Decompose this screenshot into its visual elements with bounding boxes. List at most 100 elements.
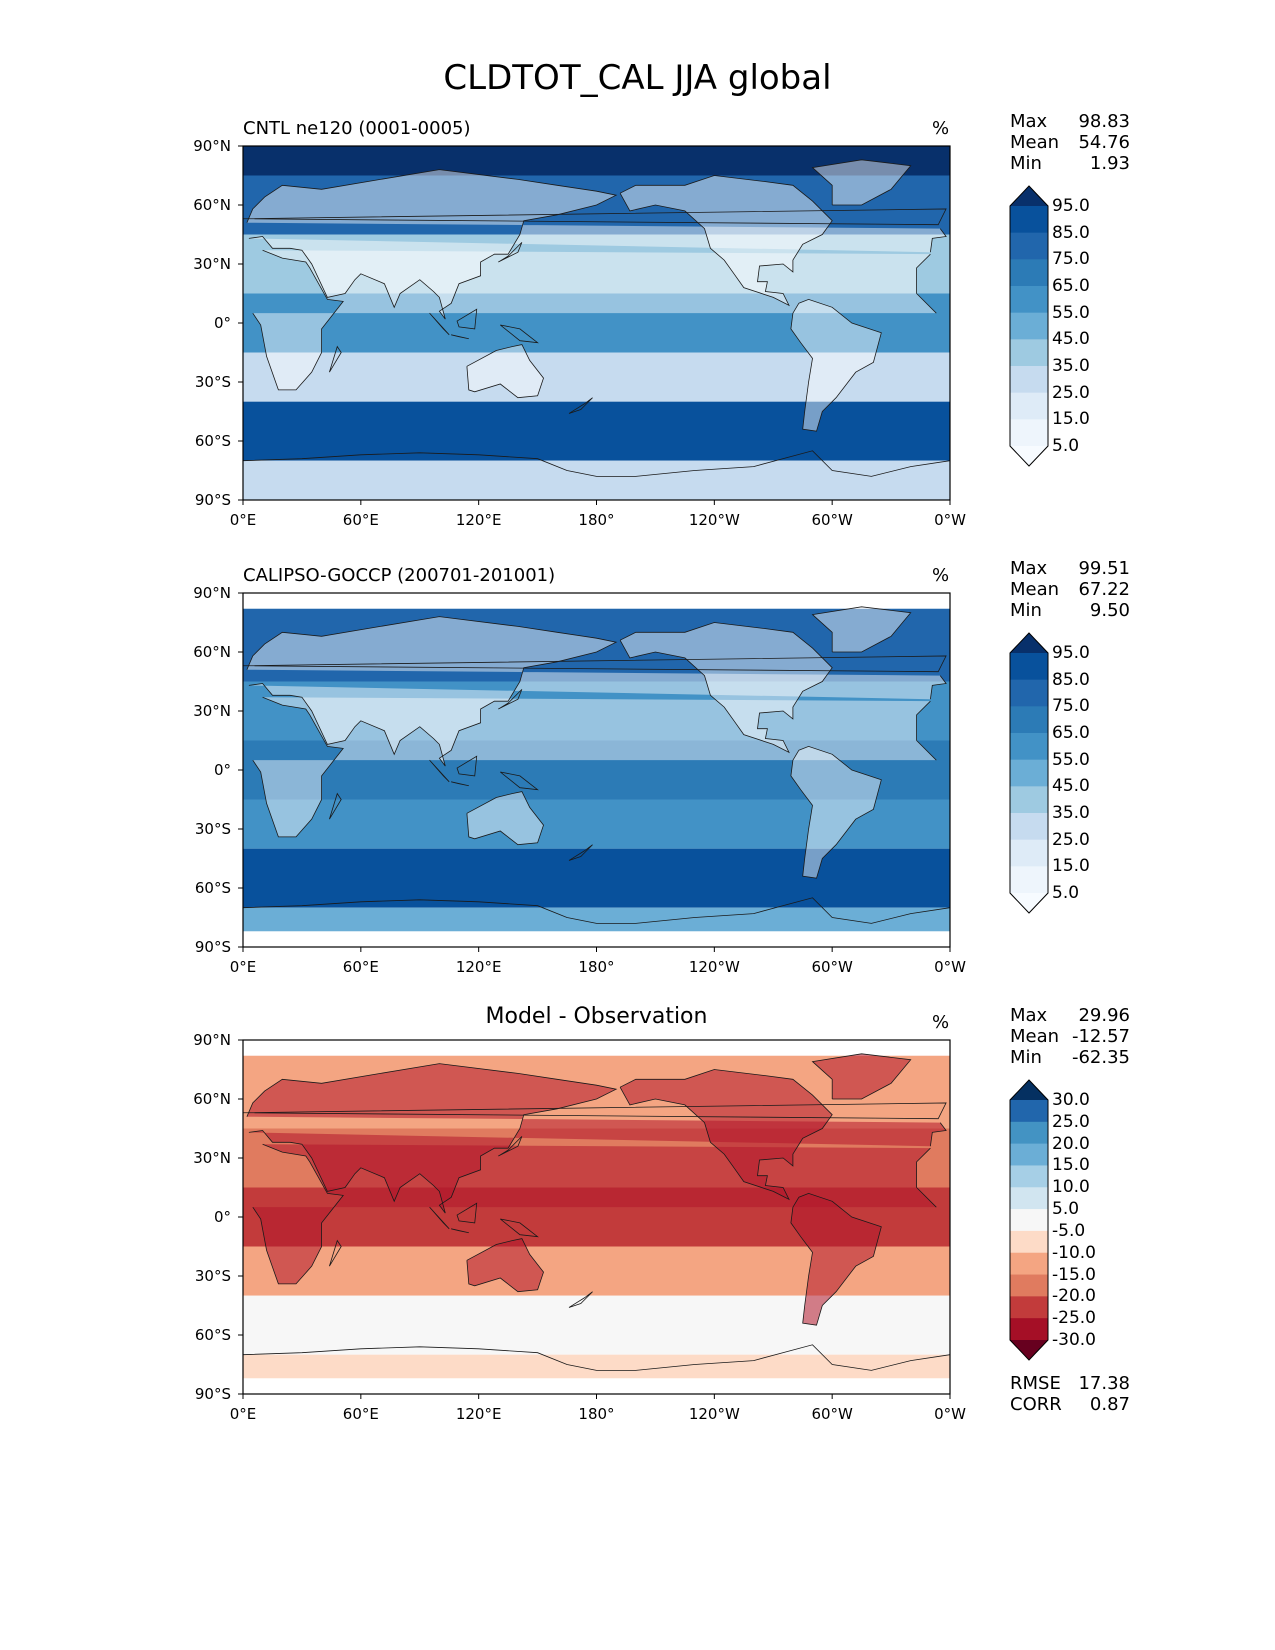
- colorbar-segment: [1010, 786, 1048, 814]
- map-plot: [238, 1039, 951, 1399]
- y-tick-label: 90°N: [193, 1031, 231, 1049]
- y-tick-label: 60°N: [193, 1090, 231, 1108]
- colorbar-label: 25.0: [1052, 1111, 1090, 1132]
- coastline: [500, 324, 539, 344]
- coastline: [242, 450, 951, 477]
- coastline: [451, 781, 469, 787]
- colorbar-label: 15.0: [1052, 856, 1090, 877]
- map-plot: [238, 592, 951, 952]
- stat-label: Min: [1010, 153, 1042, 174]
- y-tick-label: 30°N: [193, 255, 231, 273]
- colorbar-label: 45.0: [1052, 329, 1090, 350]
- figure-title: CLDTOT_CAL JJA global: [443, 58, 832, 98]
- x-tick-label: 0°W: [934, 511, 966, 529]
- colorbar-label: 15.0: [1052, 409, 1090, 430]
- colorbar-segment: [1010, 286, 1048, 314]
- x-tick-label: 60°E: [342, 511, 379, 529]
- lat-band: [243, 460, 950, 500]
- coastline: [811, 1053, 912, 1100]
- land-shading: [466, 344, 544, 398]
- coastline: [246, 1063, 947, 1214]
- colorbar: [1009, 632, 1049, 914]
- stat-value: 99.51: [1078, 558, 1130, 579]
- colorbar-label: 55.0: [1052, 302, 1090, 323]
- coastline: [429, 312, 450, 336]
- stat-value: 0.87: [1089, 1394, 1130, 1415]
- coastline: [619, 622, 833, 754]
- colorbar: [1009, 1079, 1049, 1361]
- colorbar-label: -15.0: [1052, 1264, 1096, 1285]
- coastline: [466, 344, 544, 399]
- coastline: [466, 1238, 544, 1293]
- colorbar-segment: [1010, 1252, 1048, 1276]
- colorbar-label: 30.0: [1052, 1090, 1090, 1110]
- stat-label: Min: [1010, 1047, 1042, 1068]
- panel-title: CNTL ne120 (0001-0005): [243, 118, 471, 139]
- colorbar-segment: [1010, 259, 1048, 287]
- y-tick-label: 30°S: [194, 1267, 231, 1285]
- colorbar-segment: [1010, 839, 1048, 867]
- coastline: [429, 759, 450, 783]
- colorbar-label: 35.0: [1052, 356, 1090, 376]
- stat-value: -62.35: [1071, 1047, 1130, 1068]
- y-tick-label: 60°S: [194, 1326, 231, 1344]
- colorbar-label: 95.0: [1052, 196, 1090, 216]
- colorbar-segment: [1010, 733, 1048, 761]
- colorbar-label: 5.0: [1052, 883, 1080, 903]
- stat-value: -12.57: [1071, 1026, 1130, 1047]
- coastline: [500, 1218, 539, 1238]
- lat-band: [243, 293, 950, 353]
- x-tick-label: 120°E: [455, 958, 502, 976]
- x-tick-label: 120°E: [455, 1405, 502, 1423]
- x-tick-label: 0°E: [229, 1405, 257, 1423]
- stat-label: RMSE: [1010, 1373, 1061, 1394]
- colorbar-outline: [1009, 632, 1049, 914]
- stat-value: 98.83: [1078, 111, 1130, 132]
- colorbar-label: 5.0: [1052, 436, 1080, 456]
- panel-title: Model - Observation: [485, 1004, 708, 1029]
- y-tick-label: 90°N: [193, 137, 231, 155]
- coastline: [329, 345, 342, 373]
- x-tick-label: 180°: [578, 958, 615, 976]
- land-shading: [812, 606, 911, 652]
- colorbar-extend-max: [1010, 1080, 1048, 1100]
- colorbar: [1009, 185, 1049, 467]
- colorbar-segment: [1010, 1100, 1048, 1123]
- stat-value: 67.22: [1078, 579, 1130, 600]
- lat-band: [243, 401, 950, 461]
- colorbar-segment: [1010, 866, 1048, 894]
- stat-label: Mean: [1010, 132, 1060, 153]
- coastline: [498, 1136, 523, 1157]
- colorbar-label: 25.0: [1052, 382, 1090, 403]
- land-shading: [252, 697, 937, 837]
- colorbar-label: 85.0: [1052, 222, 1090, 243]
- coastline: [252, 1143, 937, 1285]
- colorbar-label: -10.0: [1052, 1242, 1096, 1263]
- coastline: [466, 791, 544, 846]
- x-tick-label: 120°W: [688, 958, 740, 976]
- colorbar-label: -25.0: [1052, 1308, 1096, 1329]
- lat-band: [243, 740, 950, 800]
- coastline: [456, 755, 478, 777]
- y-tick-label: 90°N: [193, 584, 231, 602]
- y-tick-label: 90°S: [194, 938, 231, 956]
- x-tick-label: 120°E: [455, 511, 502, 529]
- coastline: [500, 771, 539, 791]
- coastline: [568, 1291, 593, 1308]
- land-shading: [812, 159, 911, 205]
- colorbar-segment: [1010, 813, 1048, 841]
- coastline: [242, 897, 951, 924]
- coastline: [568, 397, 593, 414]
- colorbar-segment: [1010, 1318, 1048, 1341]
- coastline: [329, 792, 342, 820]
- lat-band: [243, 234, 950, 294]
- colorbar-segment: [1010, 366, 1048, 394]
- colorbar-extend-max: [1010, 186, 1048, 206]
- lat-band: [243, 907, 950, 932]
- colorbar-label: 15.0: [1052, 1155, 1090, 1176]
- colorbar-label: 55.0: [1052, 749, 1090, 770]
- stat-value: 17.38: [1078, 1373, 1130, 1394]
- stat-label: Max: [1010, 111, 1048, 132]
- land-shading: [246, 169, 947, 320]
- stat-value: 29.96: [1078, 1005, 1130, 1026]
